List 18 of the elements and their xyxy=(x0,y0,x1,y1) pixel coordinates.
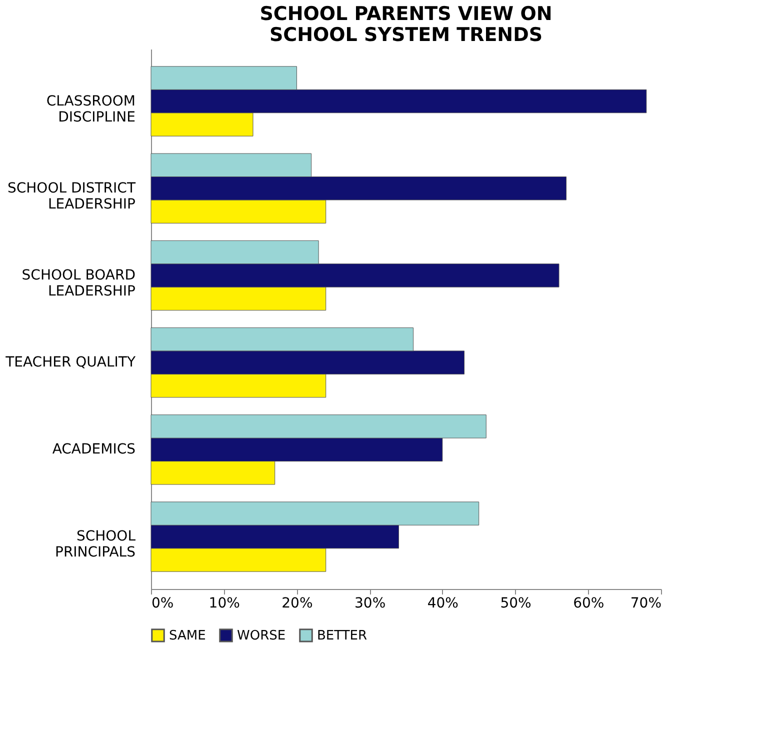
y-tick-label: ACADEMICS xyxy=(52,442,136,458)
legend-label: SAME xyxy=(169,628,206,644)
y-tick-label: SCHOOL BOARD LEADERSHIP xyxy=(22,267,136,300)
legend-label: BETTER xyxy=(317,628,368,644)
legend-label: WORSE xyxy=(237,628,286,644)
chart-title: SCHOOL PARENTS VIEW ON SCHOOL SYSTEM TRENDS xyxy=(260,3,552,46)
x-tick-label: 40% xyxy=(427,596,458,612)
x-tick-label: 20% xyxy=(282,596,313,612)
y-tick-label: SCHOOL PRINCIPALS xyxy=(55,528,136,561)
y-tick-label: SCHOOL DISTRICT LEADERSHIP xyxy=(7,180,136,212)
x-tick-label: 50% xyxy=(500,596,532,612)
y-tick-label: CLASSROOM DISCIPLINE xyxy=(46,93,136,126)
x-tick-label: 60% xyxy=(573,596,604,612)
y-tick-label: TEACHER QUALITY xyxy=(4,354,136,371)
x-tick-label: 10% xyxy=(208,596,240,612)
x-tick-label: 0% xyxy=(152,596,174,612)
x-tick-label: 70% xyxy=(630,596,662,612)
x-tick-label: 30% xyxy=(354,596,386,612)
